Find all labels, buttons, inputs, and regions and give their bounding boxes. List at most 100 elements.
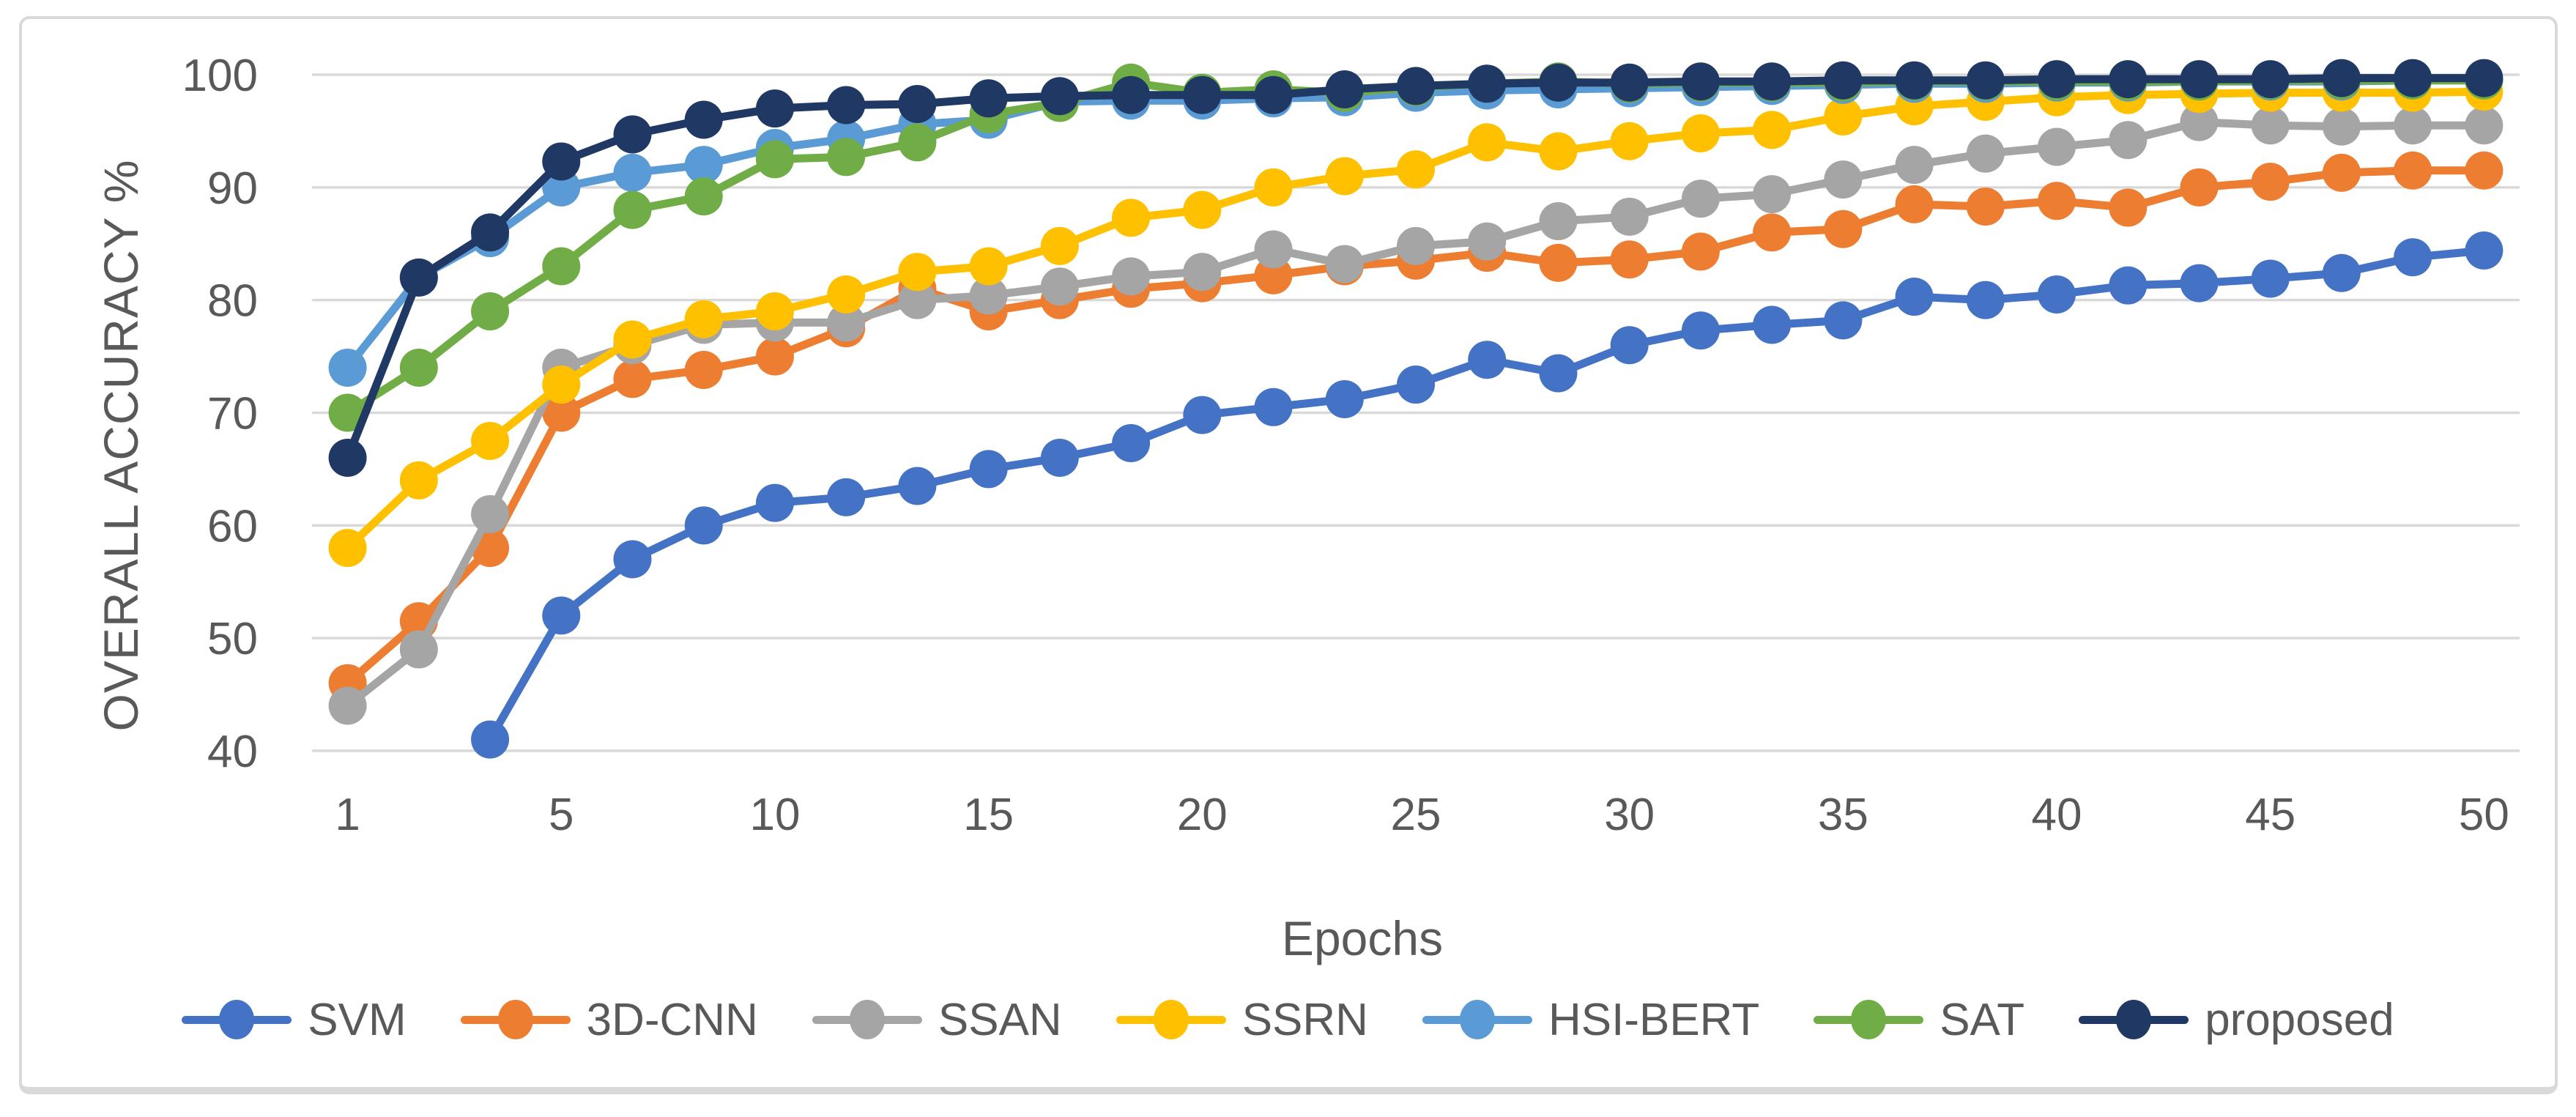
data-point-marker bbox=[1325, 157, 1364, 196]
data-point-marker bbox=[898, 467, 937, 505]
data-point-marker bbox=[2394, 151, 2432, 190]
x-tick-label-40: 40 bbox=[2032, 790, 2082, 840]
legend-item-3d-cnn: 3D-CNN bbox=[460, 994, 758, 1046]
data-point-marker bbox=[2322, 107, 2361, 146]
data-point-marker bbox=[1112, 257, 1151, 296]
data-point-marker bbox=[1468, 123, 1507, 162]
data-point-marker bbox=[1753, 62, 1792, 101]
data-point-marker bbox=[399, 348, 438, 387]
line-marker-icon bbox=[460, 996, 571, 1043]
x-tick-label-20: 20 bbox=[1177, 790, 1228, 840]
data-point-marker bbox=[684, 300, 723, 338]
data-point-marker bbox=[1753, 305, 1792, 344]
y-axis-title: OVERALL ACCURACY % bbox=[94, 159, 148, 732]
data-point-marker bbox=[1824, 209, 1863, 248]
data-point-marker bbox=[2465, 106, 2503, 145]
data-point-marker bbox=[1681, 114, 1720, 152]
data-point-marker bbox=[827, 138, 866, 177]
data-point-marker bbox=[2394, 59, 2432, 97]
data-point-marker bbox=[1753, 175, 1792, 214]
data-point-marker bbox=[1610, 63, 1649, 102]
data-point-marker bbox=[328, 686, 367, 725]
y-tick-label-50: 50 bbox=[207, 614, 258, 664]
line-marker-icon bbox=[812, 996, 922, 1043]
data-point-marker bbox=[2465, 151, 2503, 190]
data-point-marker bbox=[684, 146, 723, 185]
data-point-marker bbox=[898, 253, 937, 292]
data-point-marker bbox=[1610, 122, 1649, 160]
legend-item-hsi-bert: HSI-BERT bbox=[1422, 994, 1759, 1046]
line-marker-icon bbox=[1814, 996, 1924, 1043]
data-point-marker bbox=[2465, 59, 2503, 97]
x-tick-label-45: 45 bbox=[2245, 790, 2295, 840]
x-tick-label-30: 30 bbox=[1604, 790, 1655, 840]
data-point-marker bbox=[399, 461, 438, 500]
line-marker-icon bbox=[1116, 996, 1226, 1043]
data-point-marker bbox=[1539, 243, 1578, 282]
data-point-marker bbox=[2394, 238, 2432, 277]
legend-label: proposed bbox=[2205, 994, 2394, 1045]
data-point-marker bbox=[898, 84, 937, 123]
series-SSRN bbox=[328, 73, 2503, 568]
data-point-marker bbox=[755, 483, 794, 522]
x-axis-title: Epochs bbox=[1281, 911, 1444, 965]
data-point-marker bbox=[1468, 341, 1507, 379]
data-point-marker bbox=[1183, 190, 1222, 229]
data-point-marker bbox=[2109, 266, 2148, 305]
data-point-marker bbox=[1183, 253, 1222, 292]
data-point-marker bbox=[1539, 354, 1578, 393]
data-point-marker bbox=[2038, 275, 2076, 313]
data-point-marker bbox=[1966, 61, 2005, 100]
data-point-marker bbox=[1254, 75, 1293, 114]
data-point-marker bbox=[1539, 201, 1578, 240]
data-point-marker bbox=[1112, 198, 1151, 237]
data-point-marker bbox=[2251, 60, 2290, 99]
data-point-marker bbox=[1681, 232, 1720, 271]
x-tick-label-25: 25 bbox=[1391, 790, 1441, 840]
y-tick-label-70: 70 bbox=[207, 389, 258, 439]
data-point-marker bbox=[1183, 396, 1222, 434]
data-point-marker bbox=[471, 720, 510, 759]
data-point-marker bbox=[1681, 179, 1720, 218]
legend-label: SSAN bbox=[938, 994, 1062, 1045]
data-point-marker bbox=[684, 177, 723, 216]
data-point-marker bbox=[1610, 197, 1649, 236]
data-point-marker bbox=[1325, 70, 1364, 108]
data-point-marker bbox=[1254, 387, 1293, 426]
data-point-marker bbox=[471, 213, 510, 252]
data-point-marker bbox=[2038, 182, 2076, 220]
data-point-marker bbox=[1824, 160, 1863, 199]
data-point-marker bbox=[969, 79, 1008, 118]
data-point-marker bbox=[2251, 163, 2290, 201]
series-proposed bbox=[328, 59, 2503, 478]
data-point-marker bbox=[684, 351, 723, 390]
data-point-marker bbox=[2180, 103, 2219, 141]
y-tick-label-40: 40 bbox=[207, 727, 258, 777]
data-point-marker bbox=[613, 360, 652, 398]
data-point-marker bbox=[969, 450, 1008, 489]
legend-item-sat: SAT bbox=[1814, 994, 2024, 1046]
data-point-marker bbox=[1254, 168, 1293, 207]
data-point-marker bbox=[1966, 187, 2005, 226]
legend-label: SAT bbox=[1940, 994, 2025, 1045]
data-point-marker bbox=[1468, 64, 1507, 103]
data-point-marker bbox=[1325, 380, 1364, 419]
data-point-marker bbox=[2109, 121, 2148, 160]
legend-item-ssrn: SSRN bbox=[1116, 994, 1368, 1046]
chart-legend: SVM 3D-CNN SSAN SSRN HSI-BERT SAT propos… bbox=[44, 990, 2532, 1049]
data-point-marker bbox=[1610, 326, 1649, 365]
data-point-marker bbox=[1824, 97, 1863, 136]
data-point-marker bbox=[1966, 134, 2005, 173]
data-point-marker bbox=[328, 348, 367, 387]
data-point-marker bbox=[827, 478, 866, 516]
data-point-marker bbox=[2038, 60, 2076, 99]
data-point-marker bbox=[1468, 222, 1507, 261]
data-point-marker bbox=[684, 506, 723, 545]
legend-item-ssan: SSAN bbox=[812, 994, 1062, 1046]
data-point-marker bbox=[2251, 259, 2290, 298]
data-point-marker bbox=[755, 140, 794, 179]
data-point-marker bbox=[2251, 106, 2290, 145]
data-point-marker bbox=[1325, 245, 1364, 283]
legend-label: HSI-BERT bbox=[1548, 994, 1760, 1045]
data-point-marker bbox=[613, 115, 652, 154]
